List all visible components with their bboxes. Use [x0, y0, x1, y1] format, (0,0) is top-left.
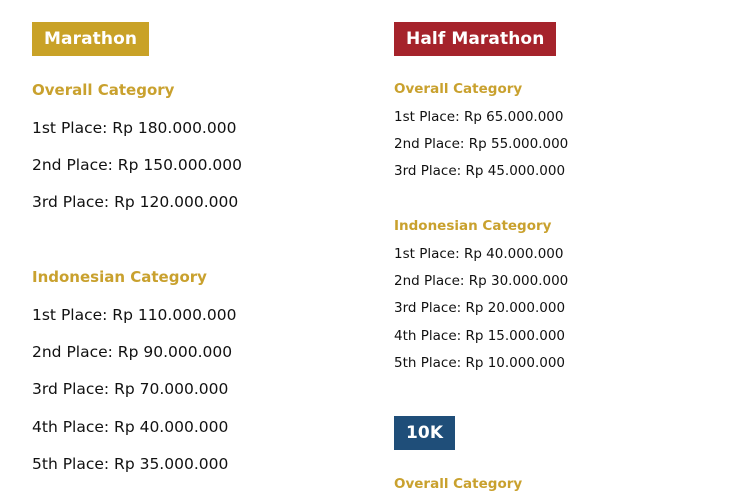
marathon-indonesian-prize-1: 1st Place: Rp 110.000.000	[32, 306, 237, 324]
half-marathon-indonesian-prize-2: 2nd Place: Rp 30.000.000	[394, 273, 569, 289]
half-marathon-indonesian-heading: Indonesian Category	[394, 218, 552, 234]
half-marathon-overall-prize-3: 3rd Place: Rp 45.000.000	[394, 163, 566, 179]
ten-k-overall-heading: Overall Category	[394, 476, 523, 492]
half-marathon-indonesian-prize-1: 1st Place: Rp 40.000.000	[394, 246, 564, 262]
half-marathon-indonesian-prize-4: 4th Place: Rp 15.000.000	[394, 328, 565, 344]
marathon-indonesian-prize-5: 5th Place: Rp 35.000.000	[32, 455, 229, 473]
half-marathon-overall-heading: Overall Category	[394, 81, 523, 97]
half-marathon-badge: Half Marathon	[394, 22, 557, 56]
marathon-overall-heading: Overall Category	[32, 81, 175, 99]
marathon-overall-prize-1: 1st Place: Rp 180.000.000	[32, 119, 237, 137]
ten-k-badge: 10K	[394, 416, 456, 450]
half-marathon-indonesian-prize-3: 3rd Place: Rp 20.000.000	[394, 300, 566, 316]
marathon-indonesian-prize-4: 4th Place: Rp 40.000.000	[32, 418, 229, 436]
half-marathon-indonesian-prize-5: 5th Place: Rp 10.000.000	[394, 355, 565, 371]
marathon-overall-prize-2: 2nd Place: Rp 150.000.000	[32, 156, 242, 174]
half-marathon-overall-prize-1: 1st Place: Rp 65.000.000	[394, 109, 564, 125]
half-marathon-overall-prize-2: 2nd Place: Rp 55.000.000	[394, 136, 569, 152]
marathon-indonesian-heading: Indonesian Category	[32, 268, 207, 286]
marathon-overall-prize-3: 3rd Place: Rp 120.000.000	[32, 193, 239, 211]
marathon-badge: Marathon	[32, 22, 150, 56]
marathon-indonesian-prize-3: 3rd Place: Rp 70.000.000	[32, 380, 229, 398]
marathon-indonesian-prize-2: 2nd Place: Rp 90.000.000	[32, 343, 233, 361]
